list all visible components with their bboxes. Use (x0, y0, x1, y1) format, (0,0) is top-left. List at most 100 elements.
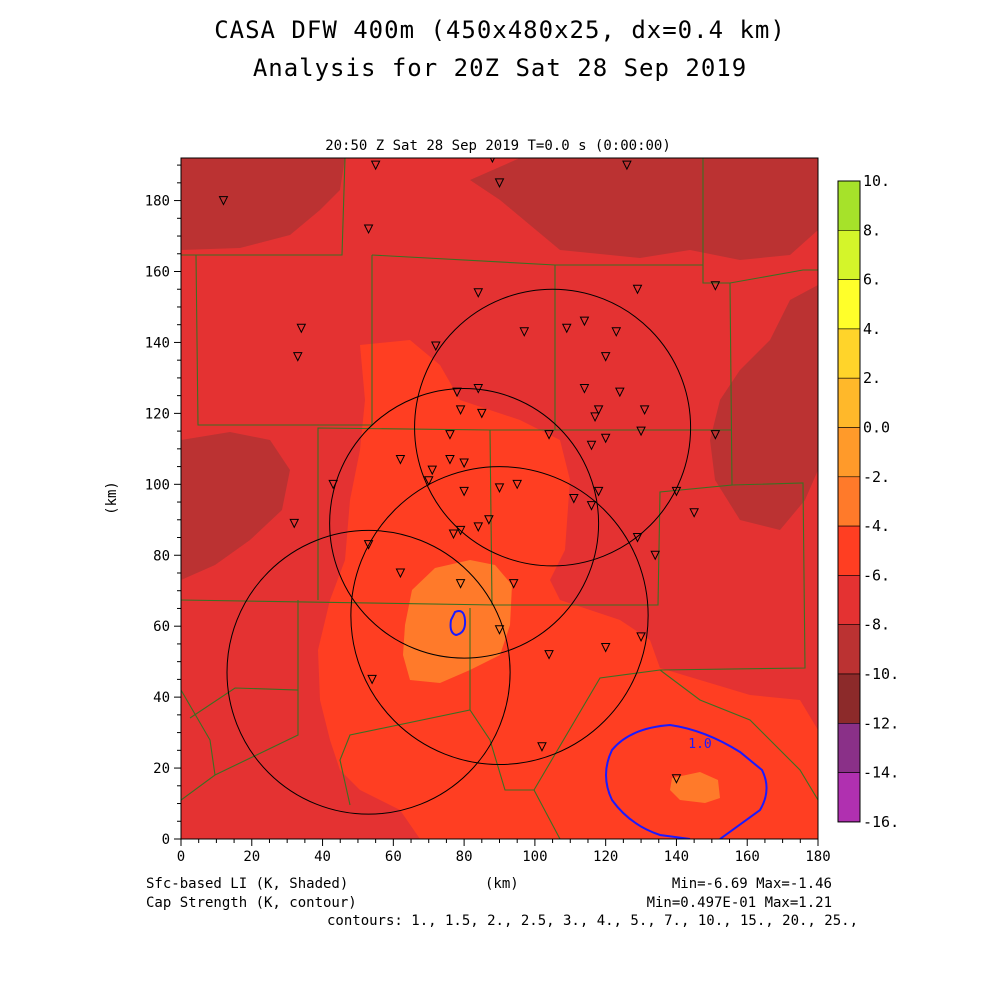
station-marker (586, 501, 597, 511)
station-marker (600, 642, 611, 653)
station-marker (544, 430, 554, 440)
station-marker (328, 479, 338, 490)
station-marker (636, 632, 646, 642)
x-tick-label: 160 (735, 849, 760, 865)
contour-label: 1.0 (688, 737, 711, 752)
y-tick-label: 60 (153, 619, 170, 635)
x-tick-label: 100 (522, 849, 547, 865)
station-marker (650, 550, 661, 561)
y-tick-label: 100 (145, 477, 170, 493)
colorbar-tick-label: 10. (863, 172, 890, 190)
station-marker (395, 568, 406, 579)
x-tick-label: 0 (177, 849, 185, 865)
station-marker (367, 674, 377, 685)
radar-range-rings (226, 288, 692, 815)
station-marker (427, 465, 438, 476)
contour-small (449, 610, 467, 637)
x-tick-label: 20 (243, 849, 260, 865)
station-marker (455, 579, 466, 589)
field-darker-n (470, 158, 818, 260)
station-marker (622, 160, 632, 171)
station-marker (452, 387, 462, 398)
colorbar-tick-label: 0.0 (863, 419, 890, 437)
station-marker (671, 774, 682, 784)
station-marker (292, 352, 303, 362)
station-marker (459, 458, 469, 469)
station-marker (455, 525, 466, 536)
field-darker-nw (181, 158, 345, 250)
county-boundaries (181, 158, 818, 839)
x-tick-label: 80 (456, 849, 473, 865)
chart-title: CASA DFW 400m (450x480x25, dx=0.4 km) (214, 16, 786, 44)
plot-timestamp: 20:50 Z Sat 28 Sep 2019 T=0.0 s (0:00:00… (325, 138, 671, 154)
station-marker (476, 408, 487, 419)
station-marker (445, 430, 455, 440)
station-marker (615, 387, 625, 398)
colorbar-band (837, 180, 861, 231)
y-tick-label: 80 (153, 548, 170, 564)
station-marker (473, 522, 484, 532)
station-marker (473, 384, 484, 394)
field-darker-e (710, 285, 818, 530)
station-marker (473, 288, 484, 298)
colorbar-band (837, 279, 861, 330)
y-tick-label: 160 (145, 265, 170, 281)
station-marker (423, 476, 434, 486)
footer-shaded-label: Sfc-based LI (K, Shaded) (146, 876, 349, 892)
station-marker (448, 529, 459, 540)
colorbar-band (837, 377, 861, 428)
y-tick-label: 40 (153, 690, 170, 706)
station-marker (494, 483, 505, 493)
field-lightest-se (670, 772, 720, 803)
station-marker (494, 178, 505, 188)
colorbar-tick-label: 6. (863, 271, 881, 289)
station-marker (671, 486, 682, 497)
field-lighter (318, 340, 818, 839)
footer-contour-levels: contours: 1., 1.5, 2., 2.5, 3., 4., 5., … (326, 913, 858, 929)
cap-strength-contours: 1.0 (449, 610, 768, 839)
station-marker (363, 224, 374, 235)
station-marker (430, 341, 441, 352)
station-marker (508, 579, 519, 589)
x-tick-label: 60 (385, 849, 402, 865)
station-marker (593, 486, 604, 497)
colorbar-band (837, 230, 861, 280)
field-darker-w (181, 432, 290, 580)
station-marker (710, 430, 721, 440)
station-marker (289, 518, 300, 529)
station-marker (512, 479, 523, 490)
station-marker (544, 650, 554, 660)
colorbar-band (837, 575, 861, 626)
station-marker (611, 327, 622, 337)
colorbar-tick-label: -14. (863, 764, 899, 782)
station-markers (218, 158, 721, 784)
x-tick-label: 140 (664, 849, 689, 865)
y-tick-label: 140 (145, 335, 170, 351)
colorbar-band (837, 427, 861, 478)
station-marker (632, 284, 643, 295)
station-marker (639, 405, 650, 415)
colorbar-tick-label: -8. (863, 616, 890, 634)
colorbar-tick-label: -4. (863, 517, 890, 535)
station-marker (519, 327, 530, 337)
footer-shaded-minmax: Min=-6.69 Max=-1.46 (671, 876, 832, 892)
station-marker (218, 196, 229, 206)
radar-ring (414, 288, 692, 567)
station-marker (569, 494, 579, 504)
colorbar-tick-label: 2. (863, 369, 881, 387)
colorbar-band (837, 772, 861, 823)
colorbar-tick-label: 4. (863, 320, 881, 338)
station-marker (579, 316, 590, 327)
y-axis-label: (km) (104, 481, 120, 515)
station-marker (710, 281, 721, 291)
x-tick-label: 180 (805, 849, 830, 865)
station-marker (296, 323, 307, 334)
station-marker (395, 454, 406, 465)
station-marker (561, 323, 572, 334)
station-marker (632, 533, 643, 543)
contour-1-0 (605, 723, 768, 839)
colorbar-tick-label: -12. (863, 714, 899, 732)
colorbar-tick-label: -6. (863, 566, 890, 584)
colorbar-tick-label: 8. (863, 221, 881, 239)
